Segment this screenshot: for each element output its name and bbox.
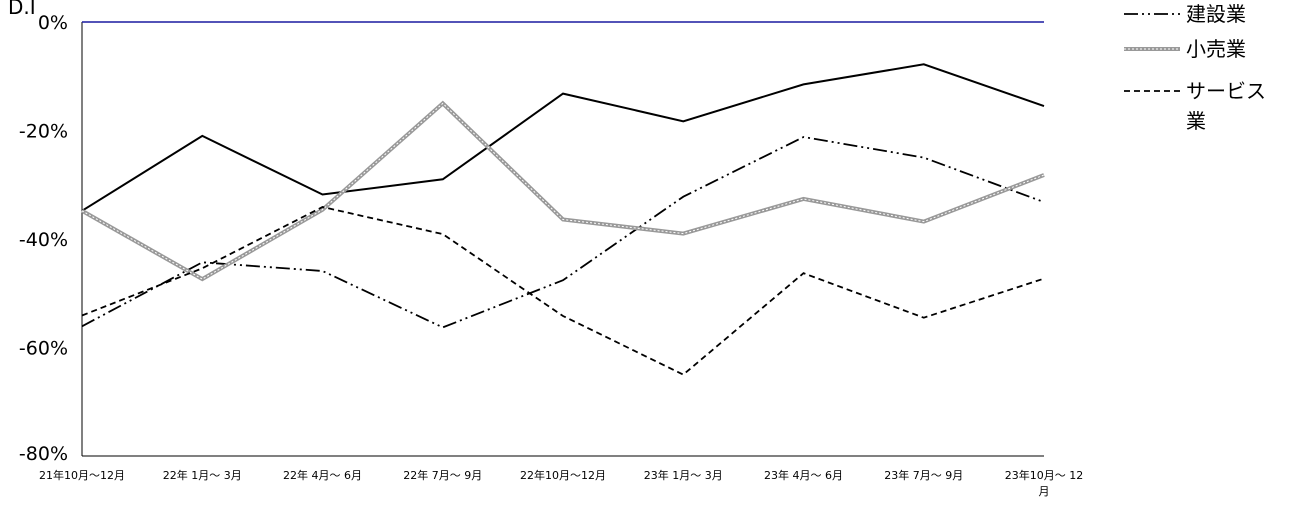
y-tick-label: -20% [19,121,68,143]
series-retail-line-inner [81,102,1045,280]
x-tick-label: 23年10月～ 12 月 [1005,468,1084,498]
x-ticks: 21年10月～12月 22年 1月～ 3月 22年 4月～ 6月 22年 7月～ 9月… [39,468,1083,498]
legend-label-retail: 小売業 [1186,37,1246,61]
y-axis-title: D.I [8,0,36,19]
y-axis-title-text: D.I [8,0,36,19]
legend-label-service: サービス業 [1186,79,1266,133]
x-tick-label: 23年 1月～ 3月 [644,468,723,482]
y-tick-label: 0% [38,12,68,34]
legend-item-construction: 建設業 [1124,2,1246,26]
legend: 建設業 小売業 サービス業 [1124,2,1266,133]
y-ticks: 0% -20% -40% -60% -80% [19,12,68,465]
series-service-line [81,206,1045,376]
y-tick-label: -80% [19,443,68,465]
x-tick-label: 21年10月～12月 [39,468,125,482]
x-tick-label: 23年 4月～ 6月 [764,468,843,482]
x-tick-label: 22年 4月～ 6月 [283,468,362,482]
series-layer [81,63,1045,376]
legend-item-retail: 小売業 [1124,37,1246,61]
series-retail-line [81,100,1045,282]
series-total-line [81,63,1045,212]
legend-label-construction: 建設業 [1186,2,1246,26]
y-tick-label: -40% [19,229,68,251]
series-construction-line [81,136,1045,329]
x-tick-label: 22年 7月～ 9月 [403,468,482,482]
legend-item-service: サービス業 [1124,79,1266,133]
x-tick-label: 23年 7月～ 9月 [884,468,963,482]
x-tick-label: 22年 1月～ 3月 [163,468,242,482]
y-tick-label: -60% [19,338,68,360]
x-tick-label: 22年10月～12月 [520,468,606,482]
plot-area [81,21,1044,457]
